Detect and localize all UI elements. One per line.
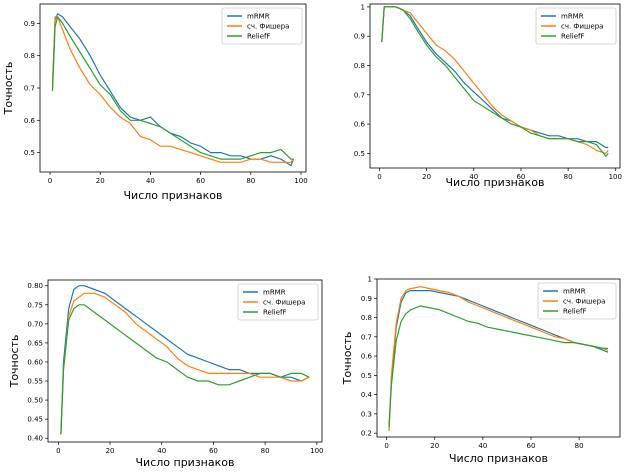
series-line-2	[60, 292, 310, 435]
y-tick-label: 0.40	[27, 435, 43, 443]
x-tick-label: 60	[209, 447, 218, 455]
x-tick-label: 0	[377, 173, 381, 181]
legend-box	[537, 282, 617, 320]
x-tick-label: 80	[246, 177, 255, 185]
legend-entry: сч. Фишера	[263, 299, 305, 307]
legend-entry: mRMR	[247, 13, 270, 21]
y-tick-label: 0.7	[354, 91, 365, 99]
legend-box	[237, 283, 319, 321]
x-tick-label: 20	[422, 173, 431, 181]
y-tick-label: 0.2	[361, 430, 372, 438]
legend-entry: ReliefF	[561, 33, 585, 41]
legend-entry: сч. Фишера	[563, 298, 605, 306]
x-tick-label: 40	[157, 447, 166, 455]
legend: mRMR сч. Фишера ReliefF	[535, 7, 617, 45]
x-tick-label: 0	[56, 447, 60, 455]
legend-box	[221, 7, 303, 45]
y-tick-label: 0.70	[27, 320, 43, 328]
y-tick-label: 0.7	[361, 333, 372, 341]
legend-entry: mRMR	[263, 289, 286, 297]
x-tick-label: 40	[146, 177, 155, 185]
x-axis-label: Число признаков	[446, 176, 545, 189]
legend-entry: mRMR	[563, 288, 586, 296]
x-tick-label: 60	[527, 442, 536, 450]
y-tick-label: 0.50	[27, 397, 43, 405]
y-tick-label: 0.5	[354, 150, 365, 158]
y-tick-label: 0.45	[27, 416, 43, 424]
y-tick-label: 0.6	[361, 353, 373, 361]
x-tick-label: 40	[478, 442, 487, 450]
x-tick-label: 40	[469, 173, 478, 181]
y-tick-label: 1	[361, 3, 365, 11]
y-tick-label: 0.65	[27, 339, 43, 347]
axes-frame	[369, 3, 621, 169]
series-line-1	[381, 6, 609, 149]
y-axis-label: Точность	[341, 332, 354, 386]
y-tick-label: 0.8	[24, 52, 35, 60]
x-tick-label: 20	[106, 447, 115, 455]
y-tick-label: 0.6	[354, 121, 366, 129]
y-tick-label: 0.8	[354, 62, 365, 70]
y-tick-label: 0.75	[27, 301, 43, 309]
subplot-3: 0 20 40 60 80 100 0.40 0.45 0.50 0.55 0.60 0.65 0.70…	[8, 279, 324, 469]
legend-entry: сч. Фишера	[561, 23, 603, 31]
legend-entry: ReliefF	[263, 309, 287, 317]
y-tick-label: 0.4	[361, 391, 373, 399]
y-tick-label: 0.3	[361, 410, 372, 418]
y-tick-label: 0.9	[354, 33, 365, 41]
legend: mRMR сч. Фишера ReliefF	[221, 7, 303, 45]
y-tick-label: 0.8	[361, 314, 372, 322]
series-line-3	[60, 304, 310, 435]
x-tick-label: 100	[310, 447, 323, 455]
y-tick-label: 0.55	[27, 378, 43, 386]
series-line-2	[388, 286, 609, 432]
y-tick-label: 1	[368, 276, 372, 284]
x-tick-label: 0	[48, 177, 52, 185]
subplot-1: 0 20 40 60 80 100 0.5 0.6 0.7 0.8 0.9 Число признак…	[2, 3, 308, 202]
subplot-2: 0 20 40 60 80 100 0.5 0.6 0.7 0.8 0.9 1 Число призна…	[354, 3, 622, 189]
x-tick-label: 20	[430, 442, 439, 450]
x-tick-label: 60	[196, 177, 205, 185]
x-tick-label: 60	[516, 173, 525, 181]
y-tick-label: 0.60	[27, 358, 43, 366]
axes-frame	[47, 279, 323, 443]
legend-box	[535, 7, 617, 45]
legend-entry: сч. Фишера	[247, 23, 289, 31]
y-axis-label: Точность	[2, 62, 15, 116]
x-tick-label: 80	[575, 442, 584, 450]
legend-entry: mRMR	[561, 13, 584, 21]
y-tick-label: 0.80	[27, 282, 43, 290]
legend-entry: ReliefF	[247, 33, 271, 41]
y-tick-label: 0.6	[24, 117, 36, 125]
axes-frame	[376, 278, 621, 438]
x-tick-label: 80	[564, 173, 573, 181]
legend: mRMR сч. Фишера ReliefF	[537, 282, 617, 320]
legend: mRMR сч. Фишера ReliefF	[237, 283, 319, 321]
x-tick-label: 100	[294, 177, 307, 185]
subplot-4: 0 20 40 60 80 0.2 0.3 0.4 0.5 0.6 0.7 0.8 0.9 1 Число …	[341, 276, 621, 465]
x-tick-label: 0	[384, 442, 388, 450]
series-line-3	[388, 305, 608, 428]
x-tick-label: 80	[261, 447, 270, 455]
y-tick-label: 0.9	[24, 20, 35, 28]
x-tick-label: 100	[609, 173, 622, 181]
y-axis-label: Точность	[8, 335, 21, 389]
x-tick-label: 20	[96, 177, 105, 185]
series-line-3	[381, 6, 609, 157]
y-tick-label: 0.9	[361, 295, 372, 303]
y-tick-label: 0.7	[24, 85, 35, 93]
series-line-3	[51, 16, 294, 160]
x-axis-label: Число признаков	[124, 189, 223, 202]
y-tick-label: 0.5	[24, 149, 35, 157]
x-axis-label: Число признаков	[136, 456, 235, 469]
y-tick-label: 0.5	[361, 372, 372, 380]
x-axis-label: Число признаков	[449, 452, 548, 465]
series-line-2	[51, 16, 294, 163]
legend-entry: ReliefF	[563, 308, 587, 316]
